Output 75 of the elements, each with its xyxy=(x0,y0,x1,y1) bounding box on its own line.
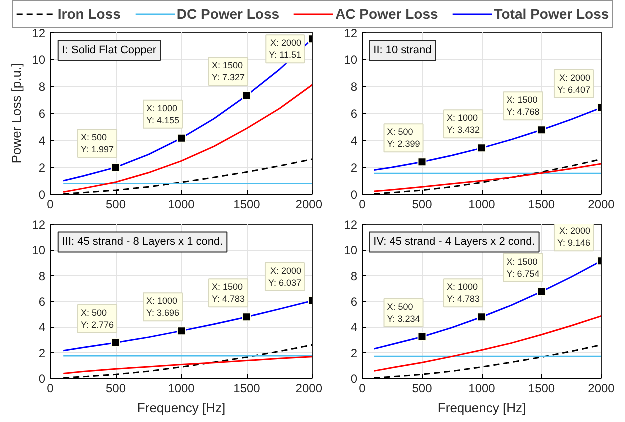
x-tick-label: 0 xyxy=(47,382,54,396)
x-tick-label: 1500 xyxy=(234,198,261,212)
y-tick-label: 4 xyxy=(350,320,358,335)
annotation: X: 1500 Y: 7.327 xyxy=(212,60,246,83)
x-axis-title: Frequency [Hz] xyxy=(438,400,526,416)
x-tick-label: 2000 xyxy=(588,382,616,396)
y-tick-label: 6 xyxy=(350,107,358,121)
y-tick-label: 10 xyxy=(344,53,358,67)
x-tick-label: 1000 xyxy=(468,198,496,212)
y-tick-label: 10 xyxy=(32,244,46,258)
y-tick-label: 2 xyxy=(350,346,358,360)
annotation: X: 1500 Y: 4.783 xyxy=(212,282,246,304)
x-tick-label: 500 xyxy=(412,382,433,396)
y-tick-label: 10 xyxy=(344,244,358,258)
annotation: X: 1500 Y: 6.754 xyxy=(506,256,540,279)
y-tick-label: 8 xyxy=(350,80,358,94)
x-tick-label: 2000 xyxy=(296,382,323,396)
x-tick-label: 2000 xyxy=(588,198,616,212)
y-tick-label: 2 xyxy=(350,161,358,175)
legend-label: Total Power Loss xyxy=(494,6,610,22)
y-tick-label: 8 xyxy=(38,269,46,284)
text: III: 45 strand - 8 Layers x 1 cond. xyxy=(62,236,224,248)
x-axis-title: Frequency [Hz] xyxy=(137,400,226,416)
y-tick-label: 0 xyxy=(350,372,358,386)
y-tick-label: 2 xyxy=(38,161,46,175)
y-tick-label: 8 xyxy=(38,80,46,94)
annotation: X: 2000 Y: 11.51 xyxy=(269,38,302,60)
x-tick-label: 0 xyxy=(359,198,366,212)
text: I: Solid Flat Copper xyxy=(62,44,157,57)
y-tick-label: 12 xyxy=(32,218,46,232)
annotation: X: 1000 Y: 4.783 xyxy=(447,282,480,304)
annotation: X: 1000 Y: 4.155 xyxy=(146,103,180,126)
annotation: X: 1500 Y: 4.768 xyxy=(506,95,540,118)
y-tick-label: 12 xyxy=(344,218,358,232)
x-tick-label: 2000 xyxy=(296,198,323,212)
annotation: X: 500 Y: 2.776 xyxy=(81,308,114,330)
x-tick-label: 500 xyxy=(106,198,126,212)
annotation: X: 500 Y: 2.399 xyxy=(387,127,420,150)
x-tick-label: 0 xyxy=(359,382,366,396)
x-tick-label: 1000 xyxy=(168,198,196,212)
text: IV: 45 strand - 4 Layers x 2 cond. xyxy=(374,236,536,248)
x-tick-label: 1000 xyxy=(468,382,496,396)
x-tick-label: 1500 xyxy=(234,382,261,396)
annotation: X: 1000 Y: 3.432 xyxy=(447,113,480,136)
y-tick-label: 0 xyxy=(350,188,358,202)
annotation: X: 1000 Y: 3.696 xyxy=(146,296,180,318)
y-tick-label: 4 xyxy=(350,134,358,148)
annotation: X: 500 Y: 1.997 xyxy=(81,132,114,155)
annotation: X: 500 Y: 3.234 xyxy=(387,302,420,324)
y-tick-label: 4 xyxy=(38,320,46,335)
x-tick-label: 1500 xyxy=(528,382,556,396)
annotation: X: 2000 Y: 6.407 xyxy=(557,73,591,96)
x-tick-label: 0 xyxy=(47,198,54,212)
x-tick-label: 500 xyxy=(412,198,433,212)
y-axis-title: Power Loss [p.u.] xyxy=(9,63,24,164)
y-tick-label: 12 xyxy=(32,26,46,40)
x-tick-label: 500 xyxy=(106,382,126,396)
legend-label: AC Power Loss xyxy=(336,6,438,22)
y-tick-label: 6 xyxy=(350,295,358,309)
y-tick-label: 2 xyxy=(38,346,46,360)
annotation: X: 2000 Y: 6.037 xyxy=(268,266,302,288)
x-tick-label: 1000 xyxy=(168,382,196,396)
y-tick-label: 12 xyxy=(344,26,358,40)
y-tick-label: 0 xyxy=(38,372,46,386)
text: II: 10 strand xyxy=(374,44,432,57)
x-tick-label: 1500 xyxy=(528,198,556,212)
y-tick-label: 4 xyxy=(38,134,46,148)
legend-label: DC Power Loss xyxy=(176,6,280,22)
y-tick-label: 0 xyxy=(38,188,46,202)
y-tick-label: 6 xyxy=(38,295,46,309)
y-tick-label: 6 xyxy=(38,107,46,121)
y-tick-label: 8 xyxy=(350,269,358,284)
y-tick-label: 10 xyxy=(32,53,46,67)
annotation: X: 2000 Y: 9.146 xyxy=(557,226,591,248)
legend-label: Iron Loss xyxy=(58,6,121,22)
